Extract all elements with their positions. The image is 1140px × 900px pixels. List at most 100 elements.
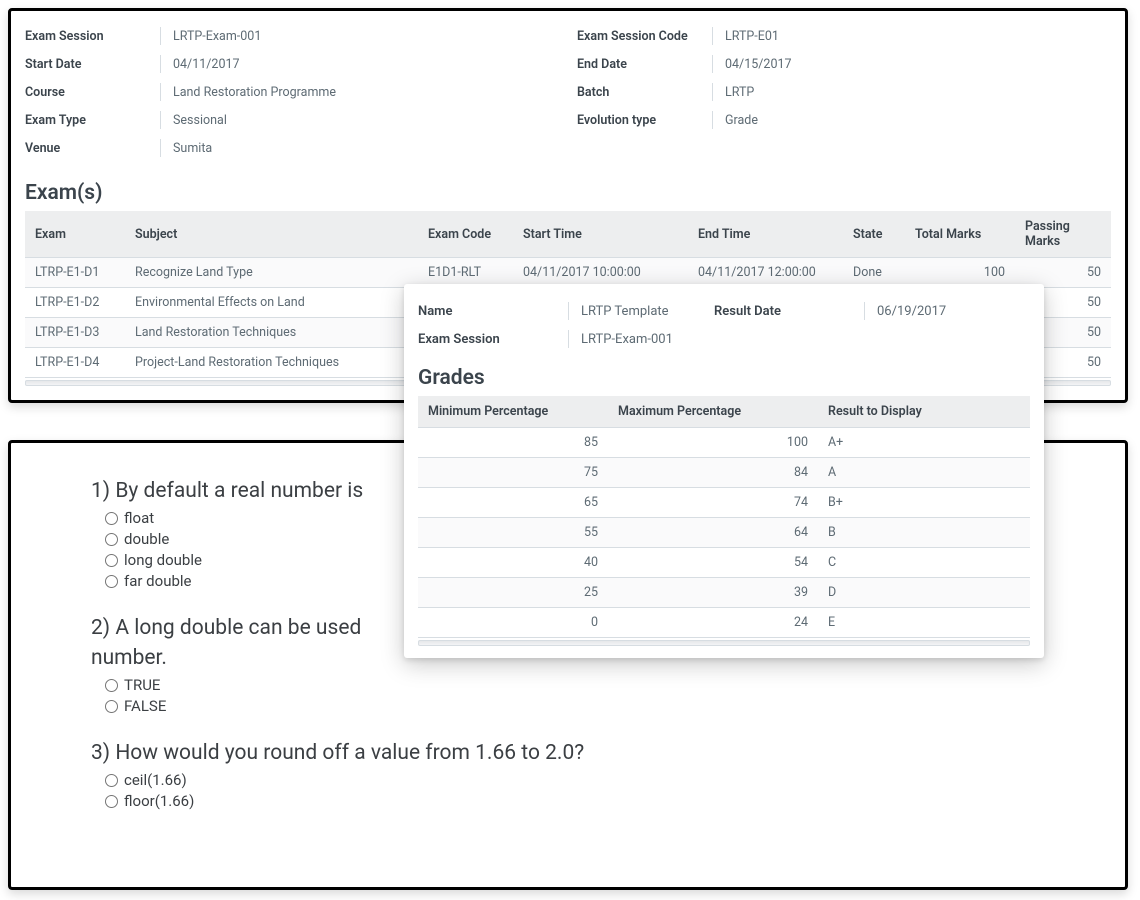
cell-start-time: 04/11/2017 10:00:00 [513, 258, 688, 288]
overlay-result-date-label: Result Date [714, 304, 864, 319]
th-start-time: Start Time [513, 211, 688, 258]
th-passing-marks: Passing Marks [1015, 211, 1111, 258]
question-option[interactable]: FALSE [105, 697, 1101, 715]
th-subject: Subject [125, 211, 418, 258]
cell-state: Done [843, 258, 905, 288]
option-label: FALSE [124, 697, 166, 715]
label-start-date: Start Date [25, 55, 160, 75]
cell-max: 74 [608, 488, 818, 518]
option-label: double [124, 530, 169, 548]
cell-result: B [818, 518, 1030, 548]
value-exam-type: Sessional [173, 111, 227, 131]
th-state: State [843, 211, 905, 258]
value-course: Land Restoration Programme [173, 83, 336, 103]
question-option[interactable]: ceil(1.66) [105, 771, 1101, 789]
table-row[interactable]: 4054C [418, 548, 1030, 578]
cell-subject: Land Restoration Techniques [125, 318, 418, 348]
overlay-name-label: Name [418, 304, 568, 319]
value-start-date: 04/11/2017 [173, 55, 240, 75]
cell-max: 64 [608, 518, 818, 548]
value-batch: LRTP [725, 83, 754, 103]
option-radio[interactable] [105, 700, 118, 713]
cell-result: C [818, 548, 1030, 578]
question-option[interactable]: TRUE [105, 676, 1101, 694]
cell-min: 85 [418, 428, 608, 458]
option-radio[interactable] [105, 774, 118, 787]
exams-section-title: Exam(s) [25, 181, 1111, 205]
th-exam-code: Exam Code [418, 211, 513, 258]
cell-subject: Project-Land Restoration Techniques [125, 348, 418, 378]
th-min-pct: Minimum Percentage [418, 396, 608, 428]
th-exam: Exam [25, 211, 125, 258]
cell-min: 65 [418, 488, 608, 518]
option-radio[interactable] [105, 795, 118, 808]
option-radio[interactable] [105, 554, 118, 567]
cell-result: B+ [818, 488, 1030, 518]
cell-result: A [818, 458, 1030, 488]
label-course: Course [25, 83, 160, 103]
option-label: ceil(1.66) [124, 771, 187, 789]
option-label: float [124, 509, 154, 527]
table-row[interactable]: LTRP-E1-D1Recognize Land TypeE1D1-RLT04/… [25, 258, 1111, 288]
label-exam-session: Exam Session [25, 27, 160, 47]
th-total-marks: Total Marks [905, 211, 1015, 258]
cell-max: 39 [608, 578, 818, 608]
label-end-date: End Date [577, 55, 712, 75]
th-max-pct: Maximum Percentage [608, 396, 818, 428]
cell-result: E [818, 608, 1030, 638]
cell-result: D [818, 578, 1030, 608]
overlay-exam-session-label: Exam Session [418, 332, 568, 347]
option-label: floor(1.66) [124, 792, 194, 810]
option-label: TRUE [124, 676, 160, 694]
table-row[interactable]: 2539D [418, 578, 1030, 608]
exams-header-row: Exam Subject Exam Code Start Time End Ti… [25, 211, 1111, 258]
grades-title: Grades [418, 366, 1030, 390]
grades-scroll-indicator [418, 640, 1030, 646]
cell-min: 0 [418, 608, 608, 638]
table-row[interactable]: 5564B [418, 518, 1030, 548]
cell-max: 54 [608, 548, 818, 578]
label-venue: Venue [25, 139, 160, 159]
option-radio[interactable] [105, 512, 118, 525]
question-option[interactable]: floor(1.66) [105, 792, 1101, 810]
cell-min: 25 [418, 578, 608, 608]
cell-result: A+ [818, 428, 1030, 458]
table-row[interactable]: 7584A [418, 458, 1030, 488]
cell-min: 75 [418, 458, 608, 488]
th-end-time: End Time [688, 211, 843, 258]
th-result-display: Result to Display [818, 396, 1030, 428]
option-radio[interactable] [105, 533, 118, 546]
overlay-result-date-value: 06/19/2017 [877, 304, 946, 319]
cell-total-marks: 100 [905, 258, 1015, 288]
value-venue: Sumita [173, 139, 212, 159]
value-exam-session-code: LRTP-E01 [725, 27, 779, 47]
grades-overlay: Name LRTP Template Exam Session LRTP-Exam-… [404, 284, 1044, 658]
value-exam-session: LRTP-Exam-001 [173, 27, 261, 47]
cell-subject: Recognize Land Type [125, 258, 418, 288]
cell-min: 55 [418, 518, 608, 548]
cell-passing-marks: 50 [1015, 258, 1111, 288]
cell-min: 40 [418, 548, 608, 578]
cell-max: 84 [608, 458, 818, 488]
label-exam-type: Exam Type [25, 111, 160, 131]
grades-table: Minimum Percentage Maximum Percentage Re… [418, 396, 1030, 638]
table-row[interactable]: 85100A+ [418, 428, 1030, 458]
label-exam-session-code: Exam Session Code [577, 27, 712, 47]
option-label: long double [124, 551, 202, 569]
table-row[interactable]: 024E [418, 608, 1030, 638]
table-row[interactable]: 6574B+ [418, 488, 1030, 518]
label-batch: Batch [577, 83, 712, 103]
cell-max: 100 [608, 428, 818, 458]
value-end-date: 04/15/2017 [725, 55, 792, 75]
cell-exam: LTRP-E1-D1 [25, 258, 125, 288]
option-label: far double [124, 572, 192, 590]
value-evolution-type: Grade [725, 111, 758, 131]
option-radio[interactable] [105, 679, 118, 692]
cell-end-time: 04/11/2017 12:00:00 [688, 258, 843, 288]
cell-exam: LTRP-E1-D4 [25, 348, 125, 378]
option-radio[interactable] [105, 575, 118, 588]
overlay-name-value: LRTP Template [581, 304, 669, 319]
cell-exam-code: E1D1-RLT [418, 258, 513, 288]
overlay-exam-session-value: LRTP-Exam-001 [581, 332, 673, 347]
cell-subject: Environmental Effects on Land [125, 288, 418, 318]
